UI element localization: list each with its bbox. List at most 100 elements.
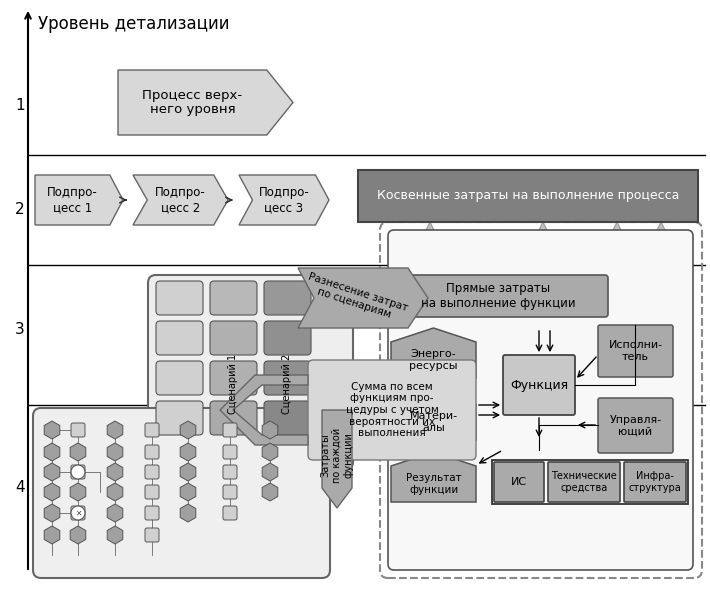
Polygon shape <box>44 483 60 501</box>
FancyBboxPatch shape <box>598 398 673 453</box>
Text: Сценарий 2: Сценарий 2 <box>283 354 293 414</box>
FancyBboxPatch shape <box>71 506 85 520</box>
Text: Результат
функции: Результат функции <box>405 473 462 495</box>
FancyBboxPatch shape <box>156 281 203 315</box>
Polygon shape <box>35 175 123 225</box>
Polygon shape <box>107 421 123 439</box>
Text: Процесс верх-
него уровня: Процесс верх- него уровня <box>142 89 242 116</box>
Polygon shape <box>44 526 60 544</box>
Text: Энерго-
ресурсы: Энерго- ресурсы <box>409 349 458 371</box>
Polygon shape <box>180 443 196 461</box>
Polygon shape <box>133 175 228 225</box>
FancyBboxPatch shape <box>71 465 85 479</box>
FancyBboxPatch shape <box>156 321 203 355</box>
FancyBboxPatch shape <box>548 462 620 502</box>
Polygon shape <box>70 483 86 501</box>
FancyBboxPatch shape <box>156 361 203 395</box>
Polygon shape <box>421 222 439 395</box>
FancyBboxPatch shape <box>264 401 311 435</box>
FancyBboxPatch shape <box>148 275 353 470</box>
Circle shape <box>71 465 85 479</box>
FancyBboxPatch shape <box>264 361 311 395</box>
Polygon shape <box>70 443 86 461</box>
FancyBboxPatch shape <box>598 325 673 377</box>
FancyBboxPatch shape <box>210 361 257 395</box>
Text: Управля-
ющий: Управля- ющий <box>609 415 662 436</box>
Polygon shape <box>262 483 278 501</box>
Polygon shape <box>118 70 293 135</box>
Polygon shape <box>322 410 352 508</box>
FancyBboxPatch shape <box>156 401 203 435</box>
Polygon shape <box>180 463 196 481</box>
Polygon shape <box>298 268 428 328</box>
Polygon shape <box>239 175 329 225</box>
FancyBboxPatch shape <box>388 230 693 570</box>
Text: Подпро-
цесс 2: Подпро- цесс 2 <box>155 186 206 214</box>
Text: Подпро-
цесс 1: Подпро- цесс 1 <box>47 186 98 214</box>
FancyBboxPatch shape <box>494 462 544 502</box>
Polygon shape <box>608 222 626 326</box>
Polygon shape <box>107 504 123 522</box>
Text: ИС: ИС <box>511 477 527 487</box>
Polygon shape <box>44 463 60 481</box>
FancyBboxPatch shape <box>223 506 237 520</box>
Text: 2: 2 <box>15 203 25 217</box>
Polygon shape <box>262 421 278 439</box>
Polygon shape <box>262 443 278 461</box>
Polygon shape <box>391 390 476 440</box>
Text: Сумма по всем
функциям про-
цедуры с учетом
вероятности их
выполнения: Сумма по всем функциям про- цедуры с уче… <box>346 382 438 438</box>
Text: Сценарий 1: Сценарий 1 <box>229 354 239 414</box>
Polygon shape <box>262 463 278 481</box>
Polygon shape <box>391 328 476 378</box>
FancyBboxPatch shape <box>210 321 257 355</box>
FancyBboxPatch shape <box>145 506 159 520</box>
FancyBboxPatch shape <box>145 485 159 499</box>
Polygon shape <box>534 222 552 326</box>
FancyBboxPatch shape <box>145 445 159 459</box>
Polygon shape <box>220 375 308 445</box>
Polygon shape <box>180 421 196 439</box>
FancyBboxPatch shape <box>210 401 257 435</box>
FancyBboxPatch shape <box>210 281 257 315</box>
Polygon shape <box>44 504 60 522</box>
Text: Прямые затраты
на выполнение функции: Прямые затраты на выполнение функции <box>421 282 575 310</box>
Text: Разнесение затрат
по сценариям: Разнесение затрат по сценариям <box>303 272 409 324</box>
Text: 4: 4 <box>15 480 25 495</box>
Text: Уровень детализации: Уровень детализации <box>38 15 229 33</box>
FancyBboxPatch shape <box>388 275 608 317</box>
Text: 1: 1 <box>15 98 25 112</box>
Polygon shape <box>44 443 60 461</box>
FancyBboxPatch shape <box>223 465 237 479</box>
Polygon shape <box>70 526 86 544</box>
Circle shape <box>71 506 85 520</box>
Polygon shape <box>180 504 196 522</box>
Text: Функция: Функция <box>510 378 568 391</box>
Polygon shape <box>107 526 123 544</box>
FancyBboxPatch shape <box>223 485 237 499</box>
Polygon shape <box>180 483 196 501</box>
Polygon shape <box>44 421 60 439</box>
Text: Матери-
алы: Матери- алы <box>410 411 457 433</box>
Text: Косвенные затраты на выполнение процесса: Косвенные затраты на выполнение процесса <box>377 190 679 203</box>
Bar <box>492 460 688 504</box>
Polygon shape <box>107 463 123 481</box>
FancyBboxPatch shape <box>503 355 575 415</box>
Polygon shape <box>652 222 670 326</box>
FancyBboxPatch shape <box>145 465 159 479</box>
Polygon shape <box>391 452 476 502</box>
Text: Технические
средства: Технические средства <box>551 471 617 493</box>
Bar <box>358 170 698 222</box>
Text: Исполни-
тель: Исполни- тель <box>608 340 662 362</box>
Text: Инфра-
структура: Инфра- структура <box>628 471 682 493</box>
FancyBboxPatch shape <box>145 423 159 437</box>
FancyBboxPatch shape <box>223 445 237 459</box>
FancyBboxPatch shape <box>624 462 686 502</box>
Text: 3: 3 <box>15 323 25 337</box>
FancyBboxPatch shape <box>71 423 85 437</box>
FancyBboxPatch shape <box>145 528 159 542</box>
FancyBboxPatch shape <box>33 408 330 578</box>
Text: Затраты
по каждой
функции: Затраты по каждой функции <box>320 427 354 483</box>
FancyBboxPatch shape <box>264 321 311 355</box>
Polygon shape <box>107 443 123 461</box>
Text: ✕: ✕ <box>75 508 81 518</box>
